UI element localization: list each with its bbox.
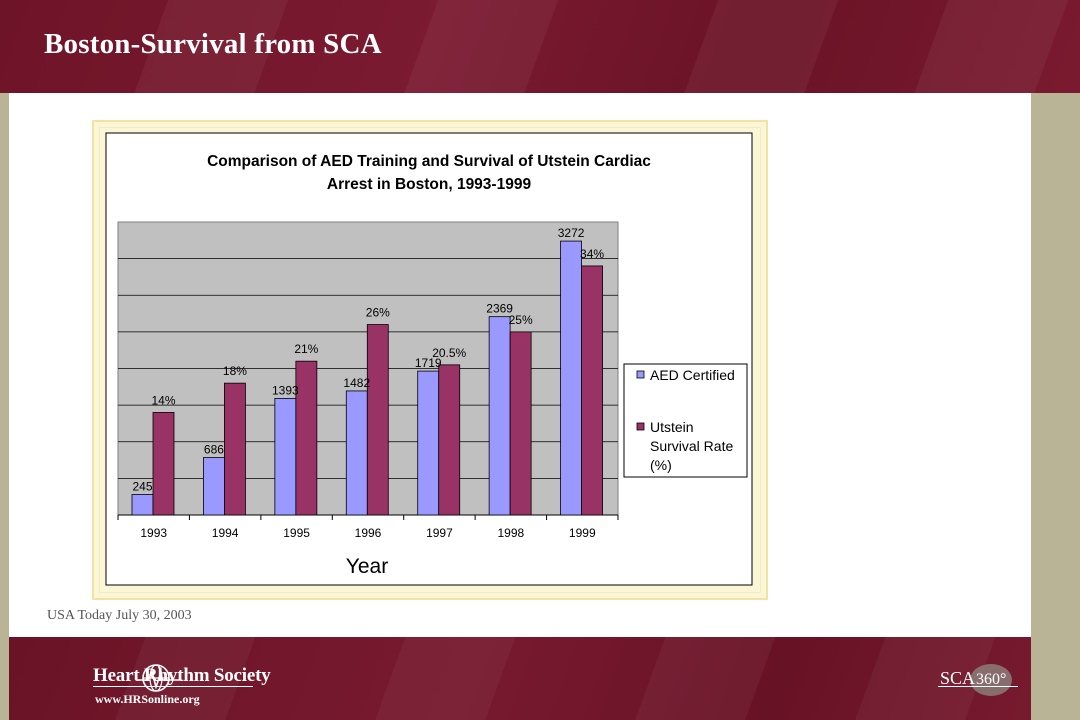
legend-label-survival-1: Utstein [650,419,694,435]
data-label-aed-1997: 1719 [415,356,442,370]
bar-survival-1998 [509,331,532,516]
data-label-survival-1993: 14% [151,393,175,407]
x-tick-label-1995: 1995 [283,526,310,540]
data-label-survival-1995: 21% [294,342,318,356]
legend-swatch-survival [636,422,645,431]
bar-aed-1995 [274,397,297,516]
bar-aed-1999 [560,240,582,516]
bar-survival-1995 [295,360,318,516]
sca-logo-text: SCA [940,668,976,688]
slide-header [0,0,1080,93]
data-label-aed-1998: 2369 [486,302,513,316]
chart-title-line1: Comparison of AED Training and Survival … [207,153,651,170]
chart-title-line2: Arrest in Boston, 1993-1999 [327,176,532,193]
legend-label-aed: AED Certified [650,367,735,383]
org-name: Heart Rhythm Society [93,665,271,686]
bar-survival-1996 [366,324,389,516]
bar-survival-1994 [224,382,246,516]
x-tick-label-1997: 1997 [426,526,453,540]
legend-label-survival-2: Survival Rate [650,438,733,454]
legend-label-survival-3: (%) [650,457,672,473]
source-citation: USA Today July 30, 2003 [47,608,192,623]
data-label-aed-1999: 3272 [558,226,585,240]
bar-survival-1997 [438,364,461,516]
x-tick-label-1993: 1993 [140,526,167,540]
heart-globe-icon [138,664,180,692]
bar-survival-1993 [152,412,175,516]
bar-aed-1994 [203,457,225,516]
org-url: www.HRSonline.org [95,692,200,706]
x-tick-label-1999: 1999 [569,526,596,540]
slide-title: Boston-Survival from SCA [44,28,382,60]
x-tick-label-1996: 1996 [355,526,382,540]
org-underline [93,686,253,687]
data-label-survival-1998: 25% [509,313,533,327]
data-label-survival-1999: 34% [580,247,604,261]
data-label-survival-1996: 26% [366,306,390,320]
data-label-survival-1997: 20.5% [432,346,466,360]
bar-aed-1993 [131,494,154,516]
bar-aed-1996 [345,390,368,516]
bar-survival-1999 [581,265,603,516]
x-axis-label: Year [346,555,388,578]
data-label-aed-1993: 245 [132,479,152,493]
x-tick-label-1998: 1998 [498,526,525,540]
slide-footer [9,637,1031,720]
data-label-aed-1996: 1482 [343,376,370,390]
data-label-aed-1994: 686 [204,443,224,457]
sca-logo-circle [970,664,1012,696]
legend: AED Certified Utstein Survival Rate (%) [623,363,748,478]
sca-logo-number: 360° [976,671,1007,688]
legend-swatch-aed [636,370,645,379]
data-label-survival-1994: 18% [223,364,247,378]
bar-aed-1998 [488,316,511,516]
data-label-aed-1995: 1393 [272,383,299,397]
x-tick-label-1994: 1994 [212,526,239,540]
sca-logo-underline [938,686,1018,687]
bar-aed-1997 [417,370,440,516]
